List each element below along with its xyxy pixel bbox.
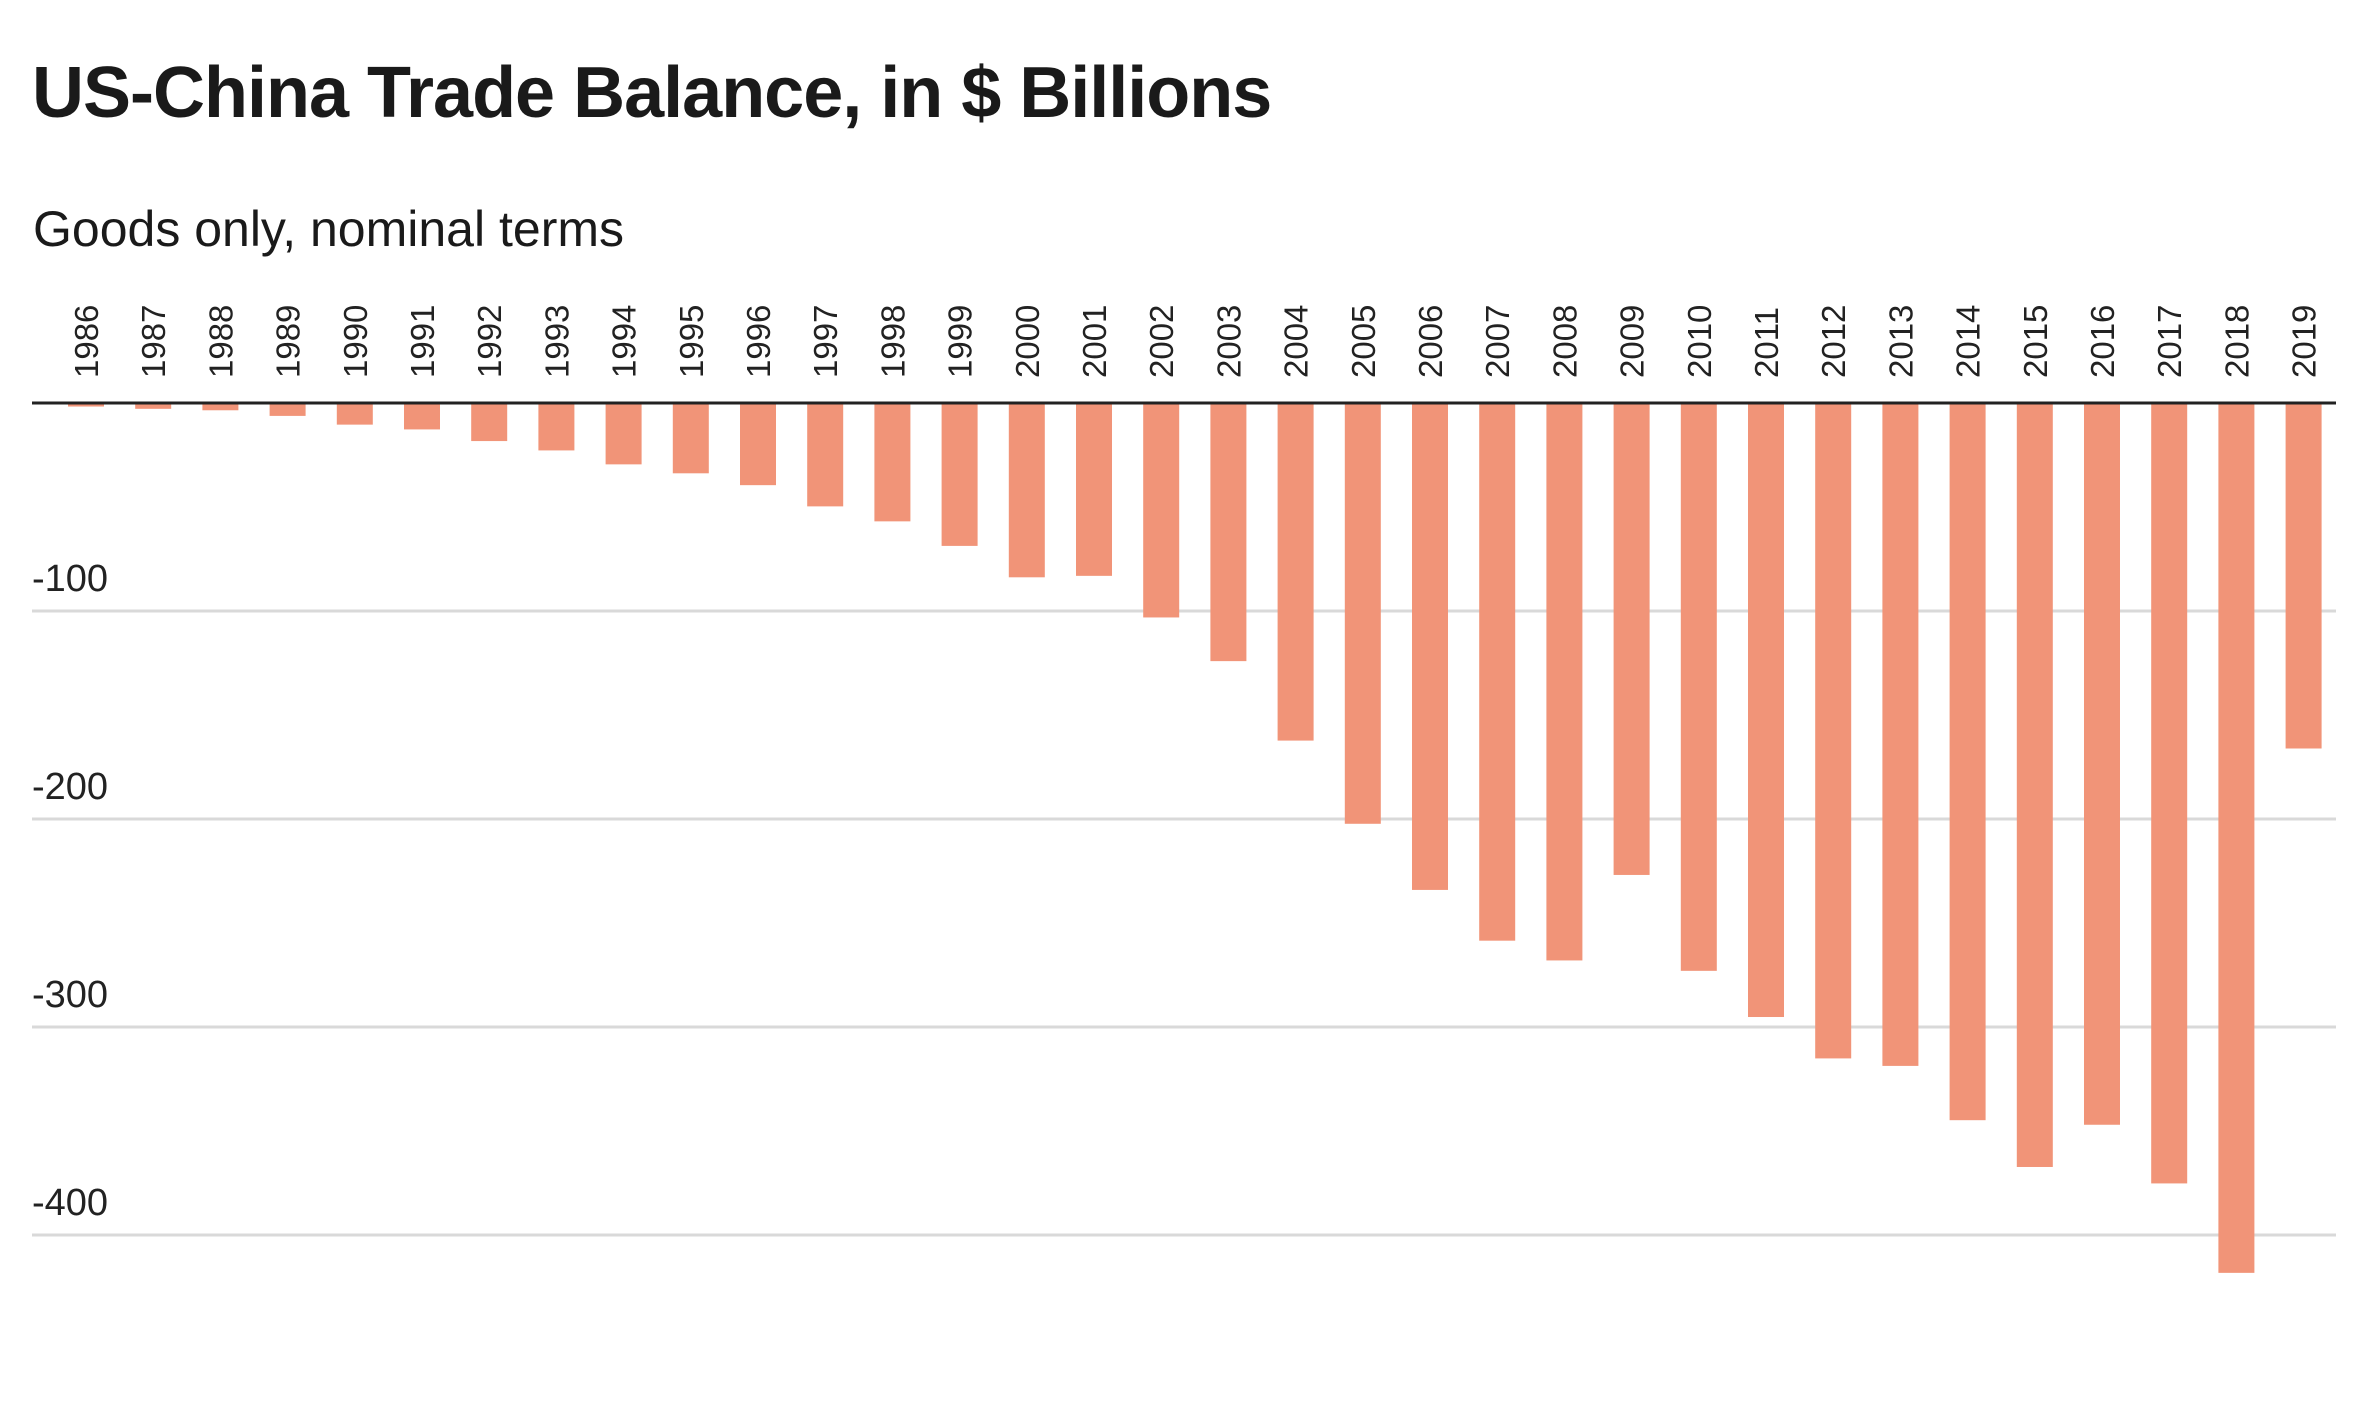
x-tick-label: 1990 [337, 305, 374, 378]
bar-2005 [1344, 403, 1381, 824]
bar-2008 [1546, 403, 1583, 961]
x-tick-label: 2016 [2084, 305, 2121, 378]
bar-1990 [336, 403, 373, 425]
x-tick-label: 1998 [874, 305, 911, 378]
x-tick-label: 1988 [202, 305, 239, 378]
chart-title: US-China Trade Balance, in $ Billions [32, 53, 1272, 133]
x-tick-label: 1993 [538, 305, 575, 378]
x-tick-label: 2000 [1009, 305, 1046, 378]
x-tick-label: 2007 [1479, 305, 1516, 378]
x-tick-label: 1992 [471, 305, 508, 378]
x-tick-label: 1991 [404, 305, 441, 378]
bar-1988 [202, 403, 239, 411]
bars [68, 403, 2322, 1273]
bar-2004 [1277, 403, 1314, 741]
bar-2016 [2084, 403, 2120, 1125]
bar-2014 [1949, 403, 1986, 1121]
x-tick-label: 2015 [2017, 305, 2054, 378]
x-tick-label: 2017 [2151, 305, 2188, 378]
bar-1992 [471, 403, 508, 442]
bar-1986 [68, 403, 104, 407]
bar-1995 [672, 403, 709, 474]
gridlines [32, 609, 2336, 1237]
bar-2007 [1479, 403, 1516, 941]
bar-2002 [1143, 403, 1180, 618]
x-tick-label: 2010 [1681, 305, 1718, 378]
bar-2018 [2218, 403, 2255, 1273]
x-tick-label: 2003 [1210, 305, 1247, 378]
x-tick-label: 2002 [1143, 305, 1180, 378]
x-tick-label: 2008 [1546, 305, 1583, 378]
bar-1996 [740, 403, 776, 486]
x-tick-label: 2013 [1882, 305, 1919, 378]
bar-2000 [1008, 403, 1045, 578]
bar-2011 [1748, 403, 1784, 1018]
x-tick-label: 2019 [2286, 305, 2323, 378]
y-tick-label: -100 [32, 558, 108, 600]
bar-2003 [1210, 403, 1247, 662]
bar-1987 [135, 403, 172, 409]
x-axis-tick-labels: 1986 1987 1988 1989 1990 1991 1992 1993 1994 1995… [68, 305, 2323, 378]
bar-2017 [2151, 403, 2188, 1184]
y-tick-label: -300 [32, 974, 108, 1016]
y-axis-tick-labels: -100 -200 -300 -400 [32, 558, 108, 1224]
x-tick-label: 2012 [1815, 305, 1852, 378]
bar-2019 [2285, 403, 2322, 749]
bar-1997 [807, 403, 844, 507]
x-tick-label: 2011 [1748, 307, 1785, 378]
bar-1998 [874, 403, 911, 522]
bar-2006 [1412, 403, 1448, 890]
bar-1991 [404, 403, 440, 430]
bar-1999 [941, 403, 978, 546]
x-tick-label: 2001 [1076, 305, 1113, 378]
bar-1989 [269, 403, 306, 416]
bar-1994 [605, 403, 642, 465]
bar-2009 [1613, 403, 1650, 875]
x-tick-label: 1987 [135, 305, 172, 378]
x-tick-label: 1999 [942, 305, 979, 378]
x-tick-label: 2014 [1950, 305, 1987, 378]
bar-2010 [1680, 403, 1717, 971]
x-tick-label: 1997 [807, 305, 844, 378]
y-tick-label: -200 [32, 766, 108, 808]
bar-2015 [2016, 403, 2053, 1167]
x-tick-label: 2018 [2218, 305, 2255, 378]
x-tick-label: 1989 [270, 305, 307, 378]
x-tick-label: 2006 [1412, 305, 1449, 378]
bar-2001 [1076, 403, 1112, 576]
bar-1993 [538, 403, 575, 451]
bar-2012 [1815, 403, 1852, 1059]
y-tick-label: -400 [32, 1182, 108, 1224]
x-tick-label: 1994 [606, 305, 643, 378]
x-tick-label: 1986 [68, 305, 105, 378]
x-tick-label: 2004 [1278, 305, 1315, 378]
x-tick-label: 2005 [1345, 305, 1382, 378]
bar-2013 [1882, 403, 1919, 1066]
x-tick-label: 1996 [740, 305, 777, 378]
x-tick-label: 2009 [1614, 305, 1651, 378]
chart-subtitle: Goods only, nominal terms [33, 201, 624, 257]
x-tick-label: 1995 [673, 305, 710, 378]
